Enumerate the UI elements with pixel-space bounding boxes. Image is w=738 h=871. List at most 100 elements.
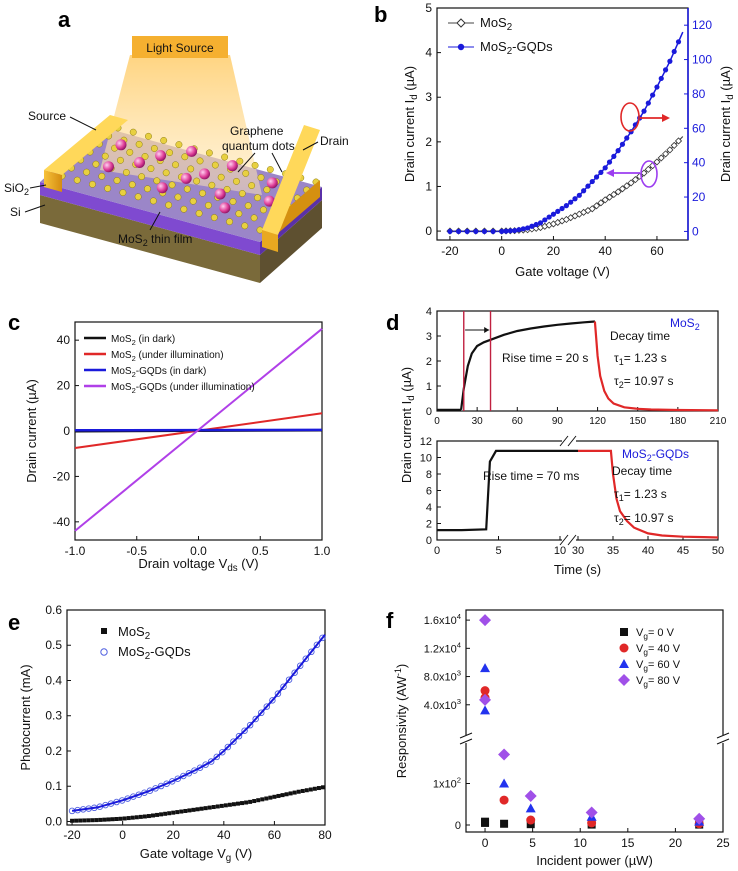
b-gqd-point	[662, 67, 669, 73]
b-ytick-left-label: 4	[425, 46, 432, 60]
f-point	[479, 693, 492, 706]
f-ytick-upper-label: 4.0x103	[424, 697, 461, 712]
b-ellipse-mos2	[640, 160, 658, 188]
b-gqd-point	[499, 228, 505, 235]
f-legend-label: Vg= 80 V	[636, 675, 681, 689]
e-gqd-point	[269, 697, 276, 704]
b-gqd-point	[512, 227, 518, 234]
e-ytick-label: 0.2	[45, 744, 62, 758]
c-legend-label: MoS2-GQDs (under illumination)	[111, 382, 255, 395]
e-gqd-point	[296, 662, 304, 670]
gqd-sphere	[155, 150, 167, 162]
b-gqd-point	[615, 148, 621, 154]
b-gqd-point	[602, 165, 608, 171]
mos2-atom	[129, 128, 137, 136]
b-gqd-point	[537, 220, 544, 226]
e-mos2-point	[122, 816, 127, 821]
e-mos2-point	[292, 790, 297, 795]
b-gqd-point	[675, 39, 682, 45]
e-xtick-label: 20	[167, 828, 181, 842]
e-mos2-point	[171, 810, 176, 815]
b-gqd-point	[455, 228, 462, 235]
mos2-atom	[126, 148, 134, 156]
e-mos2-point	[280, 793, 285, 798]
e-gqd-point	[302, 655, 310, 663]
b-mos2-point	[644, 165, 652, 173]
gqd-sphere	[226, 160, 238, 172]
d-top-tau1: τ1= 1.23 s	[614, 351, 667, 367]
e-mos2-point	[296, 789, 301, 794]
e-mos2-point	[183, 808, 188, 813]
b-gqd-point	[619, 141, 626, 147]
c-ytick-label: 0	[63, 424, 70, 438]
mos2-atom	[223, 185, 231, 193]
e-legend-mos2: MoS2	[118, 624, 150, 642]
b-arrowhead-right	[662, 114, 670, 122]
panel-label-b: b	[374, 2, 387, 27]
b-mos2-point	[601, 196, 609, 204]
e-ytick-label: 0.6	[45, 603, 62, 617]
d-top-xtick-label: 120	[589, 416, 606, 427]
e-gqd-point	[146, 787, 154, 794]
mos2-atom	[250, 214, 258, 222]
mos2-film-label: MoS2 thin film	[118, 232, 192, 248]
e-mos2-point	[240, 801, 245, 806]
e-gqd-point	[274, 690, 282, 697]
f-plot-frame	[465, 609, 724, 833]
b-arrowhead-left	[606, 169, 614, 177]
gqd-sphere	[186, 145, 198, 157]
f-point	[480, 663, 491, 673]
e-mos2-point	[110, 817, 115, 822]
e-gqd-point	[219, 749, 226, 756]
b-gqd-point	[576, 192, 582, 198]
e-ylabel: Photocurrent (mA)	[18, 664, 33, 770]
b-series-gqd-line	[449, 31, 684, 233]
mos2-atom	[144, 185, 151, 193]
c-ytick-label: -20	[53, 469, 71, 483]
e-gqd-point	[213, 753, 220, 761]
mos2-atom	[221, 153, 229, 161]
mos2-atom	[263, 186, 271, 194]
c-xlabel: Drain voltage Vds (V)	[138, 556, 258, 574]
mos2-atom	[147, 165, 155, 173]
gqd-sphere	[199, 168, 210, 180]
d-axis-break-cover-bottom	[562, 536, 576, 544]
b-legend-mos2: MoS2	[480, 15, 512, 33]
d-ylabel: Drain current Id (µA)	[399, 367, 417, 483]
mos2-atom	[235, 210, 243, 218]
d-bottom-ytick-label: 8	[426, 469, 432, 481]
e-mos2-point	[70, 818, 75, 823]
e-mos2-point	[167, 811, 172, 816]
f-point	[524, 789, 537, 802]
c-xtick-label: -1.0	[65, 544, 86, 558]
mos2-atom	[128, 181, 136, 189]
f-xtick-label: 15	[621, 836, 635, 850]
e-mos2-point	[90, 818, 95, 823]
d-axis-break-mark	[559, 534, 569, 546]
d-top-ytick-label: 3	[426, 331, 432, 343]
d-top-ytick-label: 4	[426, 306, 432, 318]
d-top-xtick-label: 150	[629, 416, 646, 427]
d-top-ytick-label: 1	[426, 381, 432, 393]
f-legend-label: Vg= 60 V	[636, 659, 681, 673]
d-bottom-decay-label: Decay time	[612, 464, 672, 478]
gqd-sphere	[103, 161, 114, 173]
e-mos2-point	[244, 800, 249, 805]
d-bottom-ytick-label: 0	[426, 535, 432, 547]
b-ylabel-left: Drain current Id (µA)	[402, 66, 420, 182]
e-gqd-point	[157, 782, 165, 790]
e-mos2-point	[106, 817, 111, 822]
b-gqd-point	[671, 48, 677, 55]
e-mos2-point	[223, 803, 228, 808]
mos2-atom	[238, 190, 246, 197]
e-gqd-point	[174, 775, 182, 782]
mos2-atom	[181, 153, 189, 161]
e-ytick-label: 0.0	[45, 814, 62, 828]
e-plot-frame	[66, 609, 326, 826]
d-top-ytick-label: 2	[426, 356, 432, 368]
c-legend-label: MoS2 (under illumination)	[111, 350, 224, 363]
d-top-xtick-label: 0	[434, 416, 440, 427]
mos2-atom	[101, 152, 109, 160]
f-point	[525, 803, 536, 813]
panel-label-d: d	[386, 310, 399, 335]
